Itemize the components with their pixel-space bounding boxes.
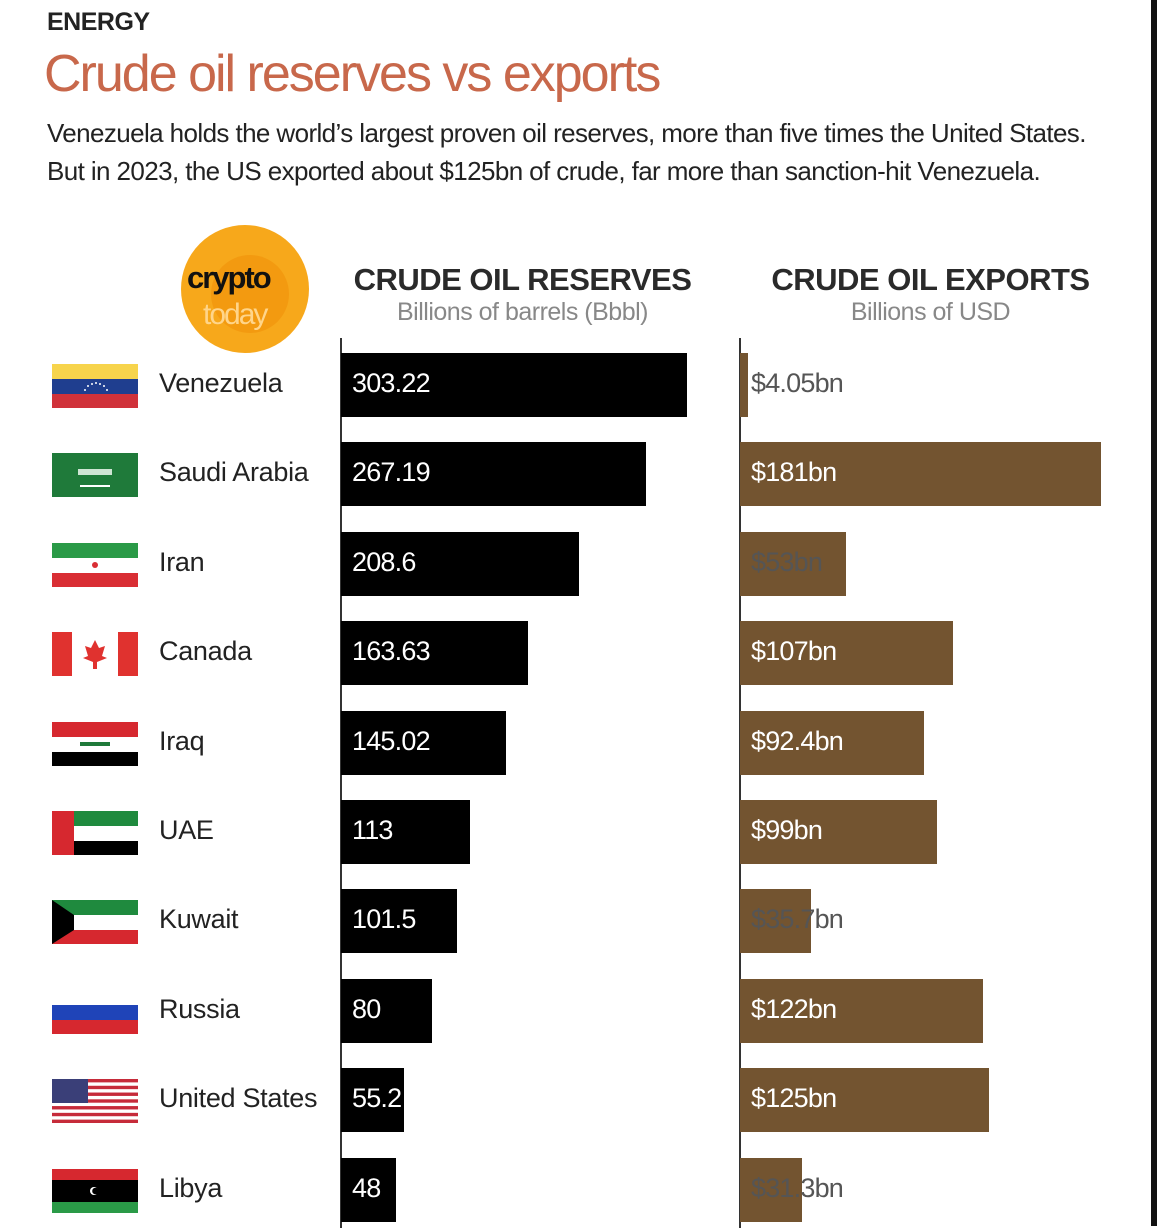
reserves-bar: 101.5 xyxy=(341,889,457,954)
crypto-today-logo: crypto today xyxy=(181,225,309,353)
country-label: Venezuela xyxy=(159,368,283,398)
iran-flag-icon xyxy=(52,542,138,587)
chart-title: Crude oil reserves vs exports xyxy=(44,45,661,103)
exports-value-label: $4.05bn xyxy=(751,368,844,398)
exports-unit: Billions of USD xyxy=(850,298,1011,326)
reserves-bar: 208.6 xyxy=(341,531,580,596)
kuwait-flag-icon xyxy=(52,900,138,945)
exports-bar xyxy=(740,1068,990,1133)
iraq-flag-icon xyxy=(52,721,138,766)
country-label: Iran xyxy=(159,546,205,577)
exports-bar xyxy=(740,531,846,596)
country-label: Libya xyxy=(159,1172,223,1203)
exports-axis xyxy=(739,338,741,1228)
reserves-title: CRUDE OIL RESERVES xyxy=(353,262,692,297)
right-border xyxy=(1151,0,1157,1226)
country-label: Canada xyxy=(159,636,252,667)
reserves-value-label: 145.02 xyxy=(352,725,431,756)
country-row: Iran 208.6 $53bn xyxy=(0,531,1157,596)
reserves-value-label: 267.19 xyxy=(352,457,431,488)
exports-title: CRUDE OIL EXPORTS xyxy=(771,262,1090,297)
reserves-bar: 80 xyxy=(341,978,433,1043)
reserves-value-label: 48 xyxy=(352,1172,381,1203)
united-states-flag-icon xyxy=(52,1079,138,1124)
reserves-bar: 55.2 xyxy=(341,1068,404,1133)
russia-flag-icon xyxy=(52,989,138,1034)
reserves-unit: Billions of barrels (Bbbl) xyxy=(397,298,649,326)
reserves-value-label: 303.22 xyxy=(352,368,431,398)
canada-flag-icon xyxy=(52,632,138,677)
country-row: United States 55.2 $125bn xyxy=(0,1068,1157,1133)
exports-value-label: $107bn xyxy=(751,636,837,667)
exports-bar xyxy=(740,889,812,954)
saudi-arabia-flag-icon xyxy=(52,453,138,498)
country-row: Kuwait 101.5 $35.7bn xyxy=(0,889,1157,954)
reserves-bar: 303.22 xyxy=(341,353,687,417)
exports-value-label: $99bn xyxy=(751,815,823,845)
reserves-value-label: 101.5 xyxy=(352,904,416,935)
country-row: UAE 113 $99bn xyxy=(0,800,1157,864)
country-label: Iraq xyxy=(159,725,205,756)
reserves-bar: 267.19 xyxy=(341,442,646,507)
reserves-axis xyxy=(340,338,342,1228)
exports-bar xyxy=(740,442,1101,507)
country-row: Iraq 145.02 $92.4bn xyxy=(0,710,1157,775)
exports-bar xyxy=(740,978,984,1043)
country-row: Venezuela 303.22 $4.05bn xyxy=(0,353,1157,417)
reserves-bar: 113 xyxy=(341,800,470,864)
libya-flag-icon xyxy=(52,1168,138,1213)
exports-bar xyxy=(740,353,749,417)
venezuela-flag-icon xyxy=(52,364,138,408)
country-row: Russia 80 $122bn xyxy=(0,978,1157,1043)
reserves-value-label: 55.2 xyxy=(352,1083,402,1114)
country-row: Saudi Arabia 267.19 $181bn xyxy=(0,442,1157,507)
exports-value-label: $53bn xyxy=(751,546,823,577)
exports-bar xyxy=(740,1157,803,1222)
country-label: Saudi Arabia xyxy=(159,457,309,488)
exports-value-label: $92.4bn xyxy=(751,725,844,756)
country-label: Kuwait xyxy=(159,904,239,935)
exports-bar xyxy=(740,800,938,864)
country-label: United States xyxy=(159,1083,318,1114)
exports-value-label: $122bn xyxy=(751,993,837,1024)
reserves-value-label: 80 xyxy=(352,993,381,1024)
exports-header: CRUDE OIL EXPORTS Billions of USD xyxy=(748,262,1113,327)
chart-subtitle: Venezuela holds the world’s largest prov… xyxy=(47,118,1086,186)
reserves-value-label: 113 xyxy=(352,815,393,845)
exports-value-label: $31.3bn xyxy=(751,1172,844,1203)
reserves-bar: 48 xyxy=(341,1157,396,1222)
exports-value-label: $181bn xyxy=(751,457,837,488)
reserves-value-label: 163.63 xyxy=(352,636,431,667)
country-label: Russia xyxy=(159,993,240,1024)
reserves-bar: 145.02 xyxy=(341,710,507,775)
uae-flag-icon xyxy=(52,811,138,855)
exports-bar xyxy=(740,621,954,686)
reserves-header: CRUDE OIL RESERVES Billions of barrels (… xyxy=(330,262,715,327)
country-row: Libya 48 $31.3bn xyxy=(0,1157,1157,1222)
section-kicker: ENERGY xyxy=(47,8,150,36)
reserves-bar: 163.63 xyxy=(341,621,528,686)
country-row: Canada 163.63 $107bn xyxy=(0,621,1157,686)
reserves-value-label: 208.6 xyxy=(352,546,416,577)
exports-value-label: $35.7bn xyxy=(751,904,844,935)
exports-value-label: $125bn xyxy=(751,1083,837,1114)
country-label: UAE xyxy=(159,815,214,845)
exports-bar xyxy=(740,710,925,775)
